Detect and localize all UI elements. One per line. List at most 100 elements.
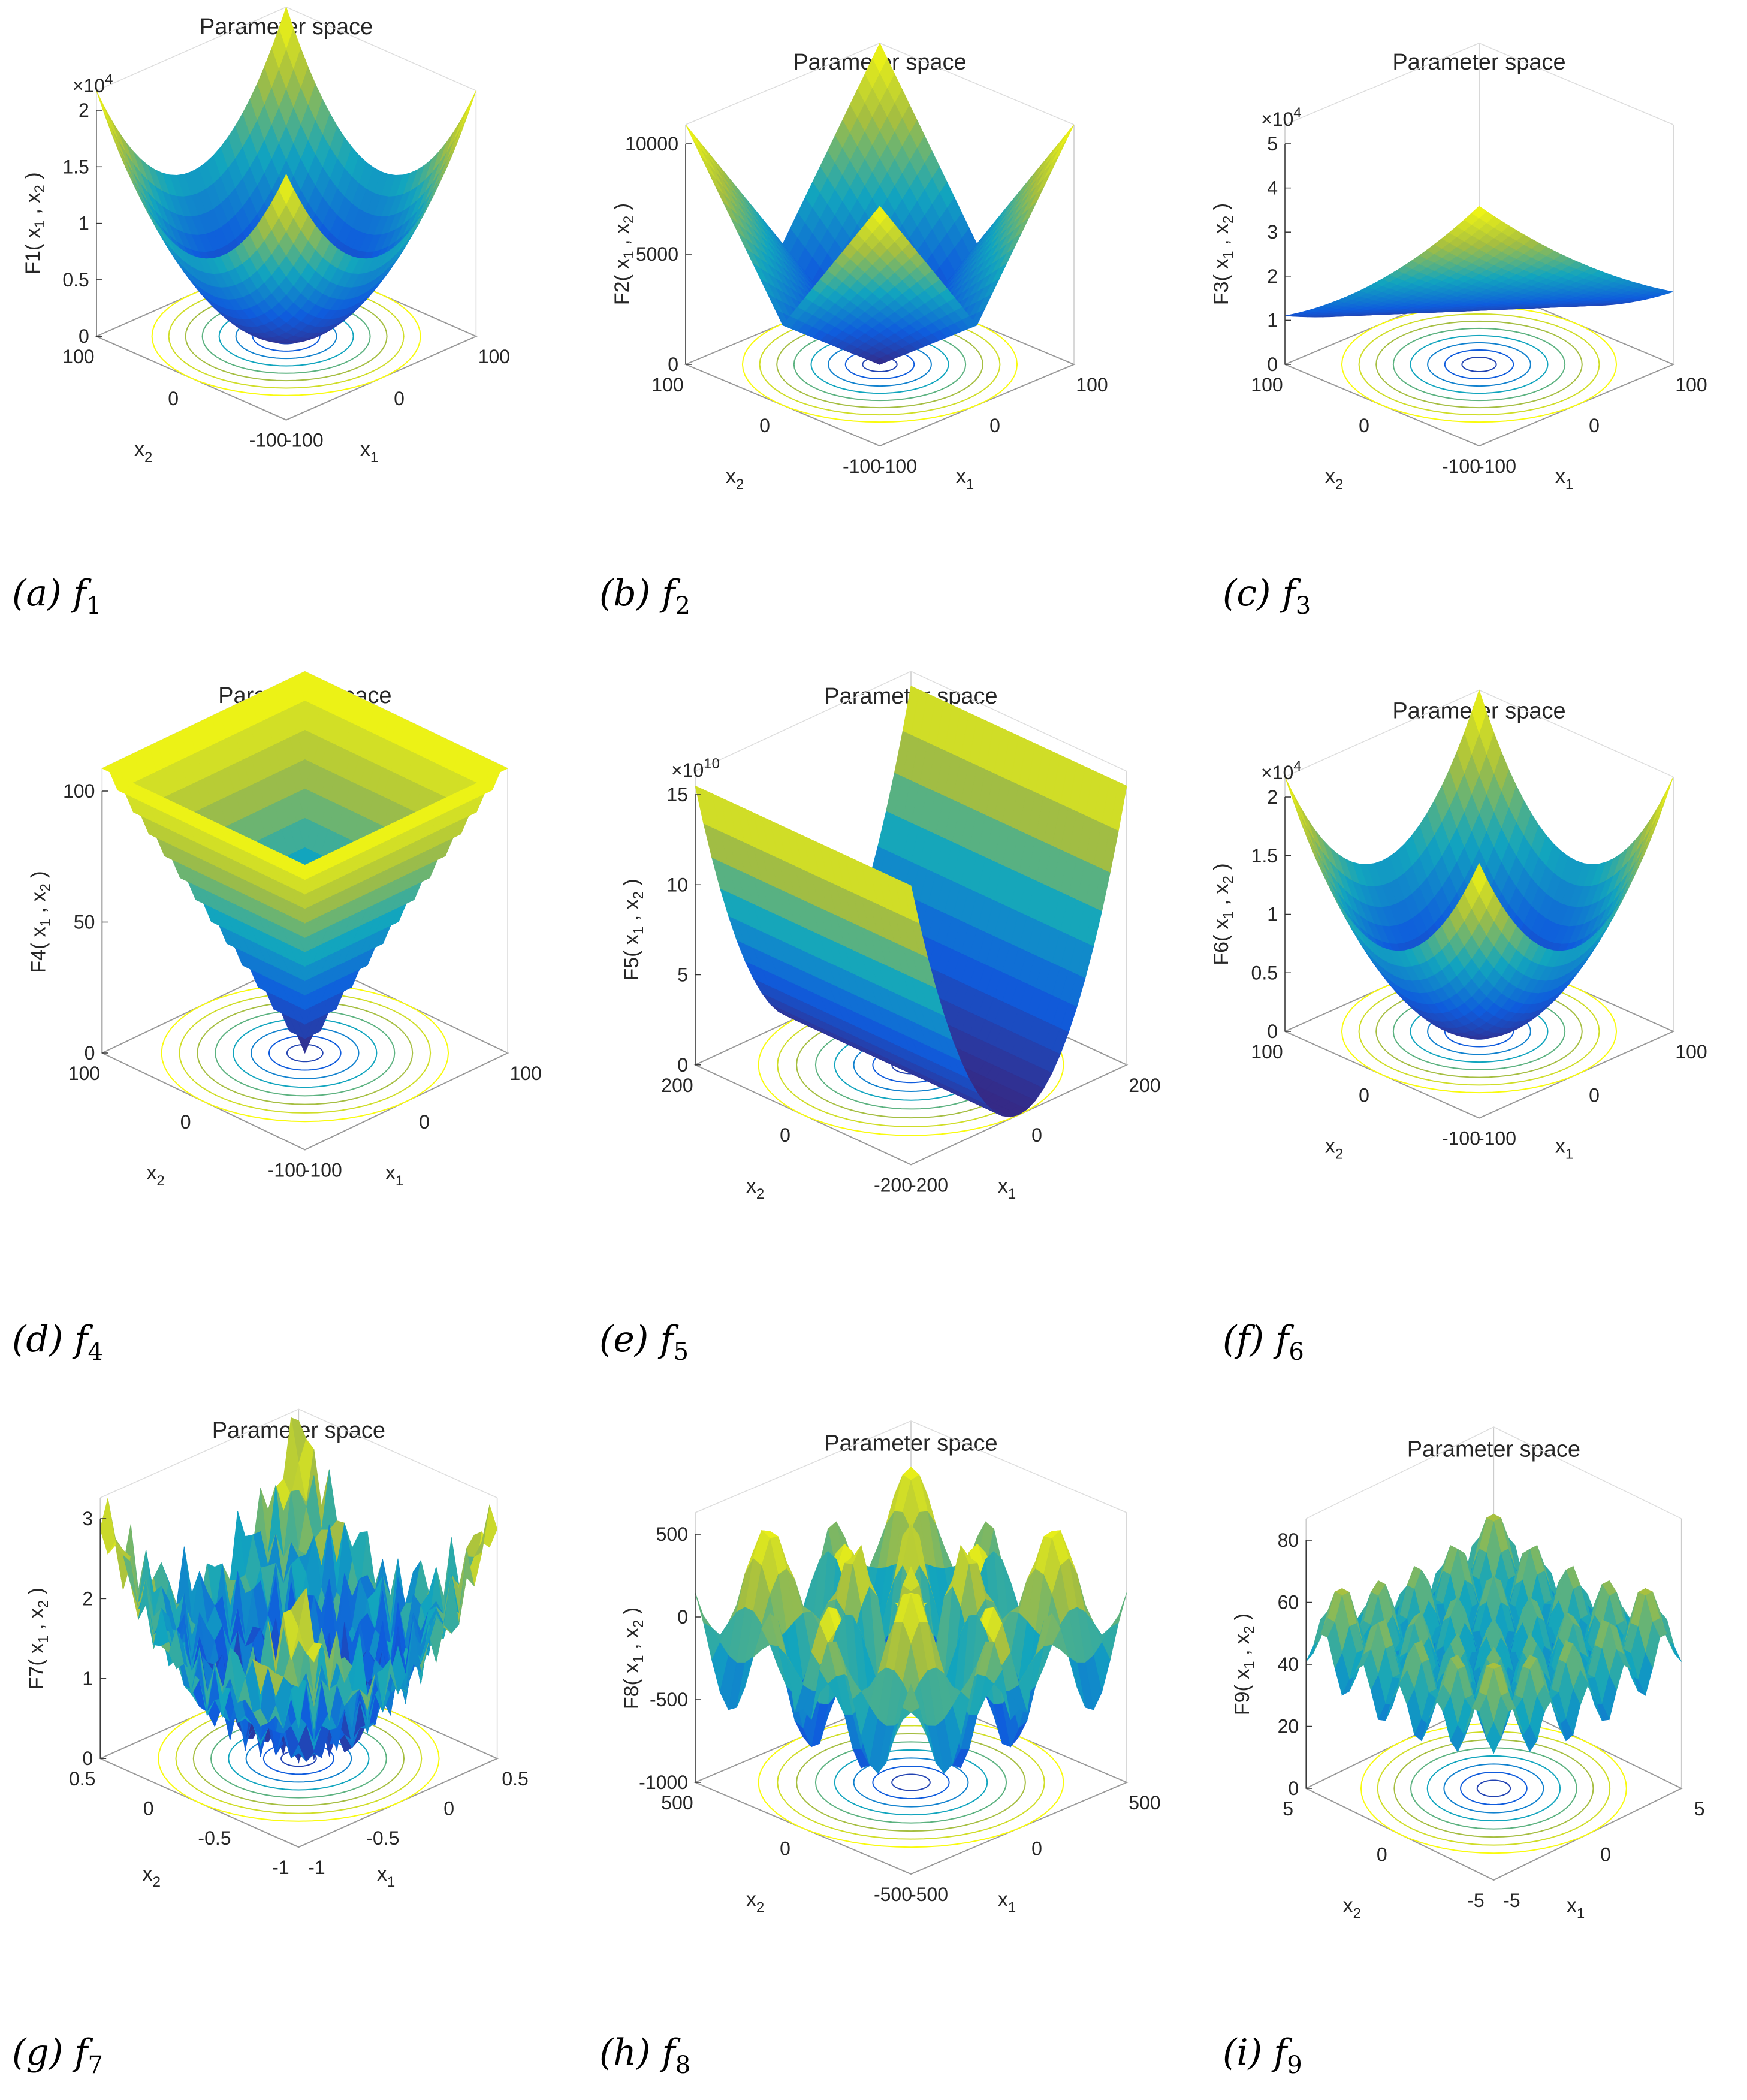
z-label-sub2: 2 [37,883,53,891]
z-axis-label: F2( x1 , x2 ) [611,203,637,305]
z-label-end: ) [1210,863,1233,876]
z-exponent-power: 10 [704,756,720,772]
z-label-mid: , x [620,899,643,926]
z-label-sub1: 1 [1220,911,1236,919]
surface-patch [685,124,701,149]
surface-patch [1292,792,1308,829]
x1-tick-label: -100 [1478,1128,1516,1149]
z-tick-label: 1 [79,213,89,234]
surface-patch [1651,792,1666,829]
x1-label-sub: 1 [1565,476,1573,493]
contour-line [192,1710,405,1806]
z-exponent: ×104 [1261,105,1302,130]
x1-tick-label: 100 [1675,374,1707,396]
caption-f-text: (f) f [1223,1318,1289,1360]
axis-floor [684,282,1076,447]
x1-tick-label: 0 [989,415,1000,436]
caption-d: (d) f4 [12,1318,103,1366]
z-label-sub1: 1 [1220,251,1236,258]
surface-patch [1471,862,1487,895]
z-tick-label: 0 [79,325,89,347]
x2-label-sub: 2 [156,1173,164,1189]
contour-line [268,1035,342,1071]
contour-line [1461,356,1497,373]
z-exponent: ×1010 [671,756,720,781]
z-label-main: F6( x [1210,919,1233,965]
z-tick-label: 10 [666,874,688,895]
x2-axis-label: x2 [1325,465,1343,493]
surface-patch [871,206,888,225]
caption-e: (e) f5 [599,1318,689,1366]
axis-floor [98,1669,499,1848]
x2-tick-label: 0 [1359,1084,1369,1106]
z-label-sub1: 1 [37,919,53,927]
z-label-mid: , x [611,224,633,251]
z-label-mid: , x [1210,883,1233,910]
z-label-sub1: 1 [621,251,637,258]
surface-patch [138,1578,154,1649]
surface-patch [1058,124,1075,149]
surface-patch [481,1504,498,1548]
x2-tick-label: 100 [1251,374,1283,396]
surface-patch [454,105,469,141]
x1-tick-label: 100 [478,346,510,367]
x2-label-sub: 2 [1335,476,1343,493]
contour-line [1358,313,1600,416]
caption-d-text: (d) f [12,1318,88,1360]
z-label-mid: , x [22,193,44,220]
z-label-end: ) [611,203,633,216]
x2-tick-label: 100 [1251,1041,1283,1063]
surface-patch [278,173,294,205]
contour-line [1375,320,1583,409]
x1-axis-label: x1 [956,465,974,493]
panel-f: Parameter space 0 0.5 1 1.5 2 ×104 F6( x1 , x2 … [1199,689,1738,1205]
contour-lines [161,983,449,1123]
x1-tick-label: 0 [1589,415,1600,436]
x1-label-sub: 1 [370,449,378,466]
surface-patch [103,105,119,141]
surface-patch [297,861,313,880]
caption-c-sub: 3 [1295,592,1311,620]
x1-label-sub: 1 [1565,1146,1573,1162]
z-exponent: ×104 [73,71,113,96]
z-exponent: ×104 [1261,758,1302,783]
x2-axis-label: x2 [746,1175,764,1202]
z-label-sub2: 2 [621,216,637,224]
x2-tick-label: 0 [180,1111,191,1133]
z-label-sub2: 2 [1220,216,1236,224]
z-tick-label: 2 [1267,265,1278,287]
x2-axis-label: x2 [726,465,744,493]
panel-b: Parameter space 0 5000 10000 F2( x1 , x2 ) -1… [599,43,1139,527]
x2-tick-label: -100 [1442,455,1480,477]
contour-line [215,1009,396,1097]
z-tick-label: 2 [1267,786,1278,808]
axis-floor [101,955,509,1151]
z-label-sub2: 2 [1220,876,1236,883]
z-tick-label: 10000 [625,133,678,155]
caption-b: (b) f2 [599,572,690,620]
axis-floor [95,252,478,421]
contour-line [286,1043,324,1063]
x2-tick-label: -200 [874,1174,912,1196]
x2-tick-label: 0 [780,1124,790,1146]
x1-tick-label: -200 [910,1174,948,1196]
x2-axis-label: x2 [1325,1135,1343,1162]
panel-c: Parameter space 0 1 2 3 4 5 ×104 F3( x1 , x2 ) -1… [1199,43,1738,527]
x1-tick-label: 0 [1031,1124,1042,1146]
x2-tick-label: -100 [268,1160,306,1181]
panel-a: Parameter space 0 0.5 1 1.5 2 ×104 F1( x1 , x2 … [12,6,539,503]
z-tick-label: 0 [85,1042,95,1064]
z-label-mid: , x [27,891,50,918]
contour-line [1341,306,1618,423]
contour-line [1410,334,1549,394]
x1-tick-label: 100 [510,1063,542,1084]
z-tick-label: 0.5 [62,269,89,291]
